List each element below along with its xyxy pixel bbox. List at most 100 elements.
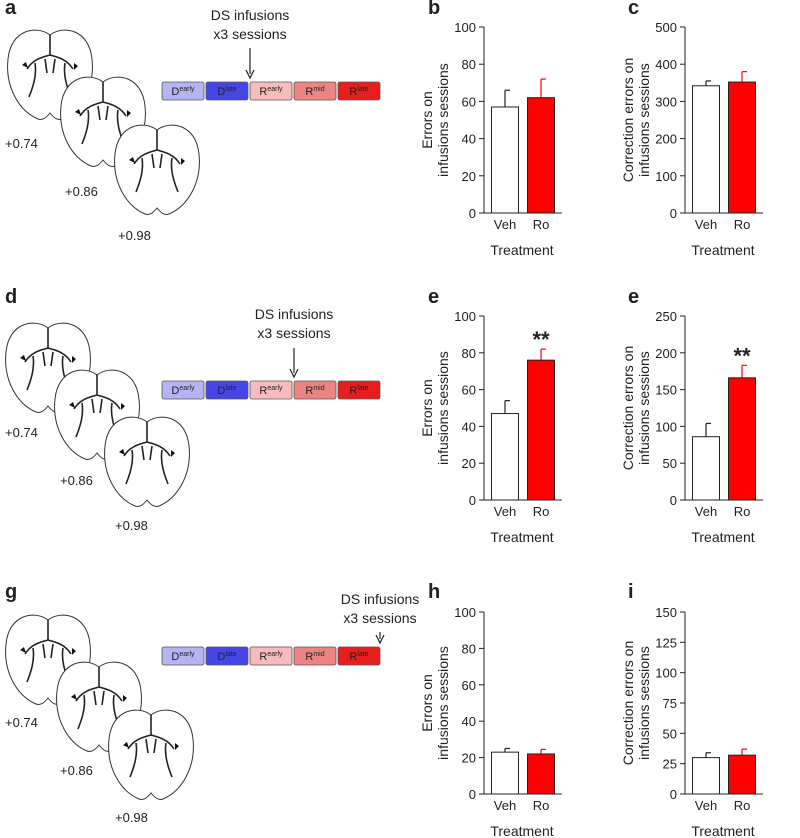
x-tick-label: Veh (494, 798, 516, 813)
bar (527, 97, 555, 214)
y-tick-label: 60 (462, 94, 476, 109)
stage-base: R (349, 651, 357, 663)
infusion-label: x3 sessions (257, 325, 330, 341)
panel-letter: c (628, 0, 639, 19)
x-tick-label: Ro (533, 504, 550, 519)
significance: ** (733, 343, 751, 368)
y-axis-label: Correction errors on (620, 58, 636, 183)
stage-label: Rlate (349, 86, 368, 98)
stage-base: R (259, 86, 267, 98)
bar (527, 753, 555, 795)
stage-label: Dearly (171, 385, 195, 397)
y-tick-label: 100 (655, 666, 677, 681)
panel-letter: d (5, 286, 17, 308)
stage-base: D (171, 385, 179, 397)
y-axis-label: Errors on (419, 674, 435, 732)
stage-box (293, 81, 337, 101)
y-tick-label: 0 (469, 206, 476, 221)
stage-box (337, 380, 381, 400)
stage-base: R (305, 86, 313, 98)
y-axis-label: infusions sessions (435, 351, 451, 465)
stage-sup: late (225, 651, 236, 658)
y-tick-label: 60 (462, 383, 476, 398)
bar (527, 359, 555, 501)
y-tick-label: 500 (655, 20, 677, 35)
stage-box (293, 646, 337, 666)
stage-label: Dearly (171, 86, 195, 98)
y-axis-label: Correction errors on (620, 641, 636, 766)
brain-outline (113, 124, 201, 216)
y-tick-label: 80 (462, 641, 476, 656)
stage-label: Rmid (305, 86, 324, 98)
stage-sup: mid (313, 86, 324, 93)
y-tick-label: 100 (655, 169, 677, 184)
section-label: +0.74 (5, 136, 38, 151)
stage-base: D (171, 651, 179, 663)
x-axis-label: Treatment (691, 242, 754, 258)
y-tick-label: 0 (670, 493, 677, 508)
y-tick-label: 25 (663, 757, 677, 772)
stage-box (293, 380, 337, 400)
stage-label: Rlate (349, 651, 368, 663)
x-tick-label: Veh (494, 504, 516, 519)
section-label: +0.74 (5, 425, 38, 440)
y-tick-label: 40 (462, 419, 476, 434)
arrow-head (289, 368, 299, 379)
x-axis-label: Treatment (490, 823, 553, 838)
stage-base: R (305, 651, 313, 663)
y-tick-label: 0 (469, 787, 476, 802)
significance: ** (532, 327, 550, 352)
stage-box (161, 81, 205, 101)
stage-box (161, 646, 205, 666)
x-tick-label: Ro (734, 217, 751, 232)
y-tick-label: 100 (655, 419, 677, 434)
panel-letter: e (428, 286, 439, 308)
stage-sup: early (267, 86, 283, 93)
bar (491, 106, 519, 214)
y-tick-label: 400 (655, 57, 677, 72)
stage-sup: late (225, 385, 236, 392)
bar (728, 377, 756, 501)
y-tick-label: 20 (462, 169, 476, 184)
bar (728, 754, 756, 795)
stage-base: R (259, 385, 267, 397)
stage-sup: early (179, 651, 195, 658)
stage-label: Rlate (349, 385, 368, 397)
stage-sup: early (267, 651, 283, 658)
brain-outline (103, 416, 191, 508)
panel-letter: b (428, 0, 440, 19)
x-axis-label: Treatment (691, 823, 754, 838)
y-tick-label: 150 (655, 605, 677, 620)
stage-sup: late (357, 651, 368, 658)
y-tick-label: 50 (663, 726, 677, 741)
x-tick-label: Ro (734, 798, 751, 813)
y-tick-label: 0 (469, 493, 476, 508)
stage-sup: early (179, 86, 195, 93)
y-tick-label: 200 (655, 132, 677, 147)
y-tick-label: 100 (454, 605, 476, 620)
y-axis-label: Errors on (419, 91, 435, 149)
infusion-label: DS infusions (255, 306, 334, 322)
y-axis-label: infusions sessions (636, 351, 652, 465)
y-tick-label: 80 (462, 346, 476, 361)
stage-label: Dlate (217, 651, 236, 663)
section-label: +0.86 (65, 184, 98, 199)
stage-label: Rmid (305, 385, 324, 397)
y-tick-label: 0 (670, 787, 677, 802)
arrow-head (375, 634, 385, 645)
arrow-head (245, 69, 255, 80)
panel-letter: g (5, 581, 17, 603)
x-tick-label: Ro (533, 798, 550, 813)
y-tick-label: 75 (663, 696, 677, 711)
stage-box (161, 380, 205, 400)
section-label: +0.86 (60, 763, 93, 778)
stage-base: D (217, 651, 225, 663)
panel-letter: h (428, 581, 440, 603)
bar (728, 81, 756, 214)
stage-sup: mid (313, 385, 324, 392)
stage-sup: late (357, 385, 368, 392)
bar (692, 757, 720, 795)
stage-label: Dlate (217, 86, 236, 98)
y-tick-label: 300 (655, 94, 677, 109)
x-tick-label: Veh (494, 217, 516, 232)
